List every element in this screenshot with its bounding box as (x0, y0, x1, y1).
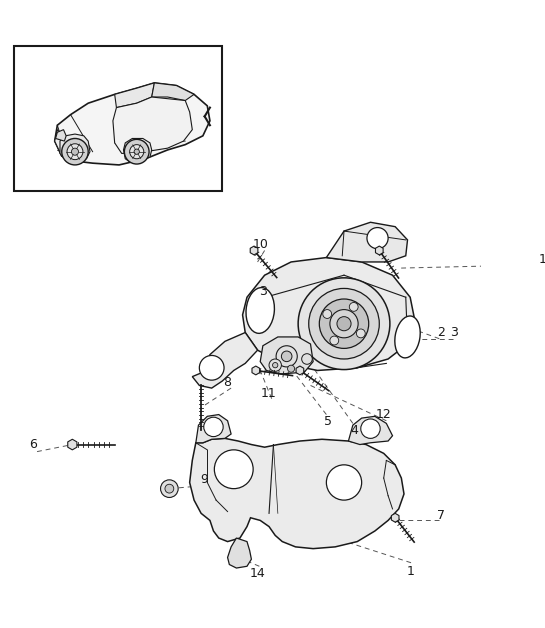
Circle shape (330, 310, 358, 338)
Circle shape (298, 278, 390, 369)
Polygon shape (196, 414, 231, 443)
Circle shape (67, 144, 83, 160)
Circle shape (214, 450, 253, 489)
Ellipse shape (395, 316, 420, 358)
Circle shape (330, 336, 339, 345)
Polygon shape (391, 513, 399, 522)
Polygon shape (250, 246, 258, 255)
Text: 8: 8 (223, 376, 232, 389)
Polygon shape (228, 538, 251, 568)
Polygon shape (192, 332, 258, 388)
Circle shape (161, 480, 178, 497)
Circle shape (165, 484, 174, 493)
Circle shape (281, 351, 292, 362)
Circle shape (199, 355, 224, 380)
Text: 12: 12 (376, 408, 392, 421)
Text: 2: 2 (437, 326, 445, 339)
Circle shape (204, 417, 223, 436)
Polygon shape (56, 129, 66, 141)
Text: 7: 7 (437, 509, 445, 522)
Text: 9: 9 (201, 474, 209, 486)
Circle shape (269, 359, 281, 371)
Polygon shape (260, 337, 313, 374)
Text: 5: 5 (324, 415, 332, 428)
Text: 3: 3 (450, 326, 458, 339)
Text: 6: 6 (29, 438, 38, 451)
Text: 10: 10 (252, 238, 268, 251)
Circle shape (319, 299, 369, 349)
Polygon shape (68, 439, 77, 450)
Circle shape (134, 149, 140, 154)
Bar (14, 46, 222, 190)
Circle shape (71, 148, 78, 155)
Polygon shape (252, 366, 259, 375)
Text: 11: 11 (261, 387, 276, 400)
Polygon shape (124, 138, 152, 163)
Polygon shape (54, 129, 69, 157)
Polygon shape (296, 366, 304, 375)
Circle shape (302, 354, 312, 364)
Polygon shape (243, 257, 415, 371)
Circle shape (62, 138, 88, 165)
Polygon shape (54, 83, 210, 165)
Circle shape (308, 288, 379, 359)
Text: 1: 1 (407, 565, 415, 578)
Circle shape (349, 303, 358, 311)
Circle shape (323, 310, 331, 318)
Text: 14: 14 (250, 567, 265, 580)
Polygon shape (152, 83, 194, 100)
Circle shape (130, 144, 144, 159)
Circle shape (288, 365, 295, 372)
Circle shape (326, 465, 362, 500)
Text: 4: 4 (350, 424, 359, 437)
Polygon shape (190, 438, 404, 549)
Circle shape (356, 329, 365, 338)
Circle shape (272, 362, 278, 368)
Circle shape (276, 346, 297, 367)
Polygon shape (376, 246, 383, 255)
Polygon shape (114, 83, 154, 107)
Text: 13: 13 (539, 253, 545, 266)
Ellipse shape (246, 288, 275, 333)
Text: 3: 3 (259, 284, 267, 298)
Circle shape (367, 227, 388, 249)
Polygon shape (113, 97, 192, 153)
Circle shape (361, 419, 380, 438)
Polygon shape (60, 134, 90, 161)
Polygon shape (326, 222, 408, 262)
Circle shape (124, 139, 149, 164)
Circle shape (337, 317, 351, 331)
Polygon shape (348, 416, 392, 445)
